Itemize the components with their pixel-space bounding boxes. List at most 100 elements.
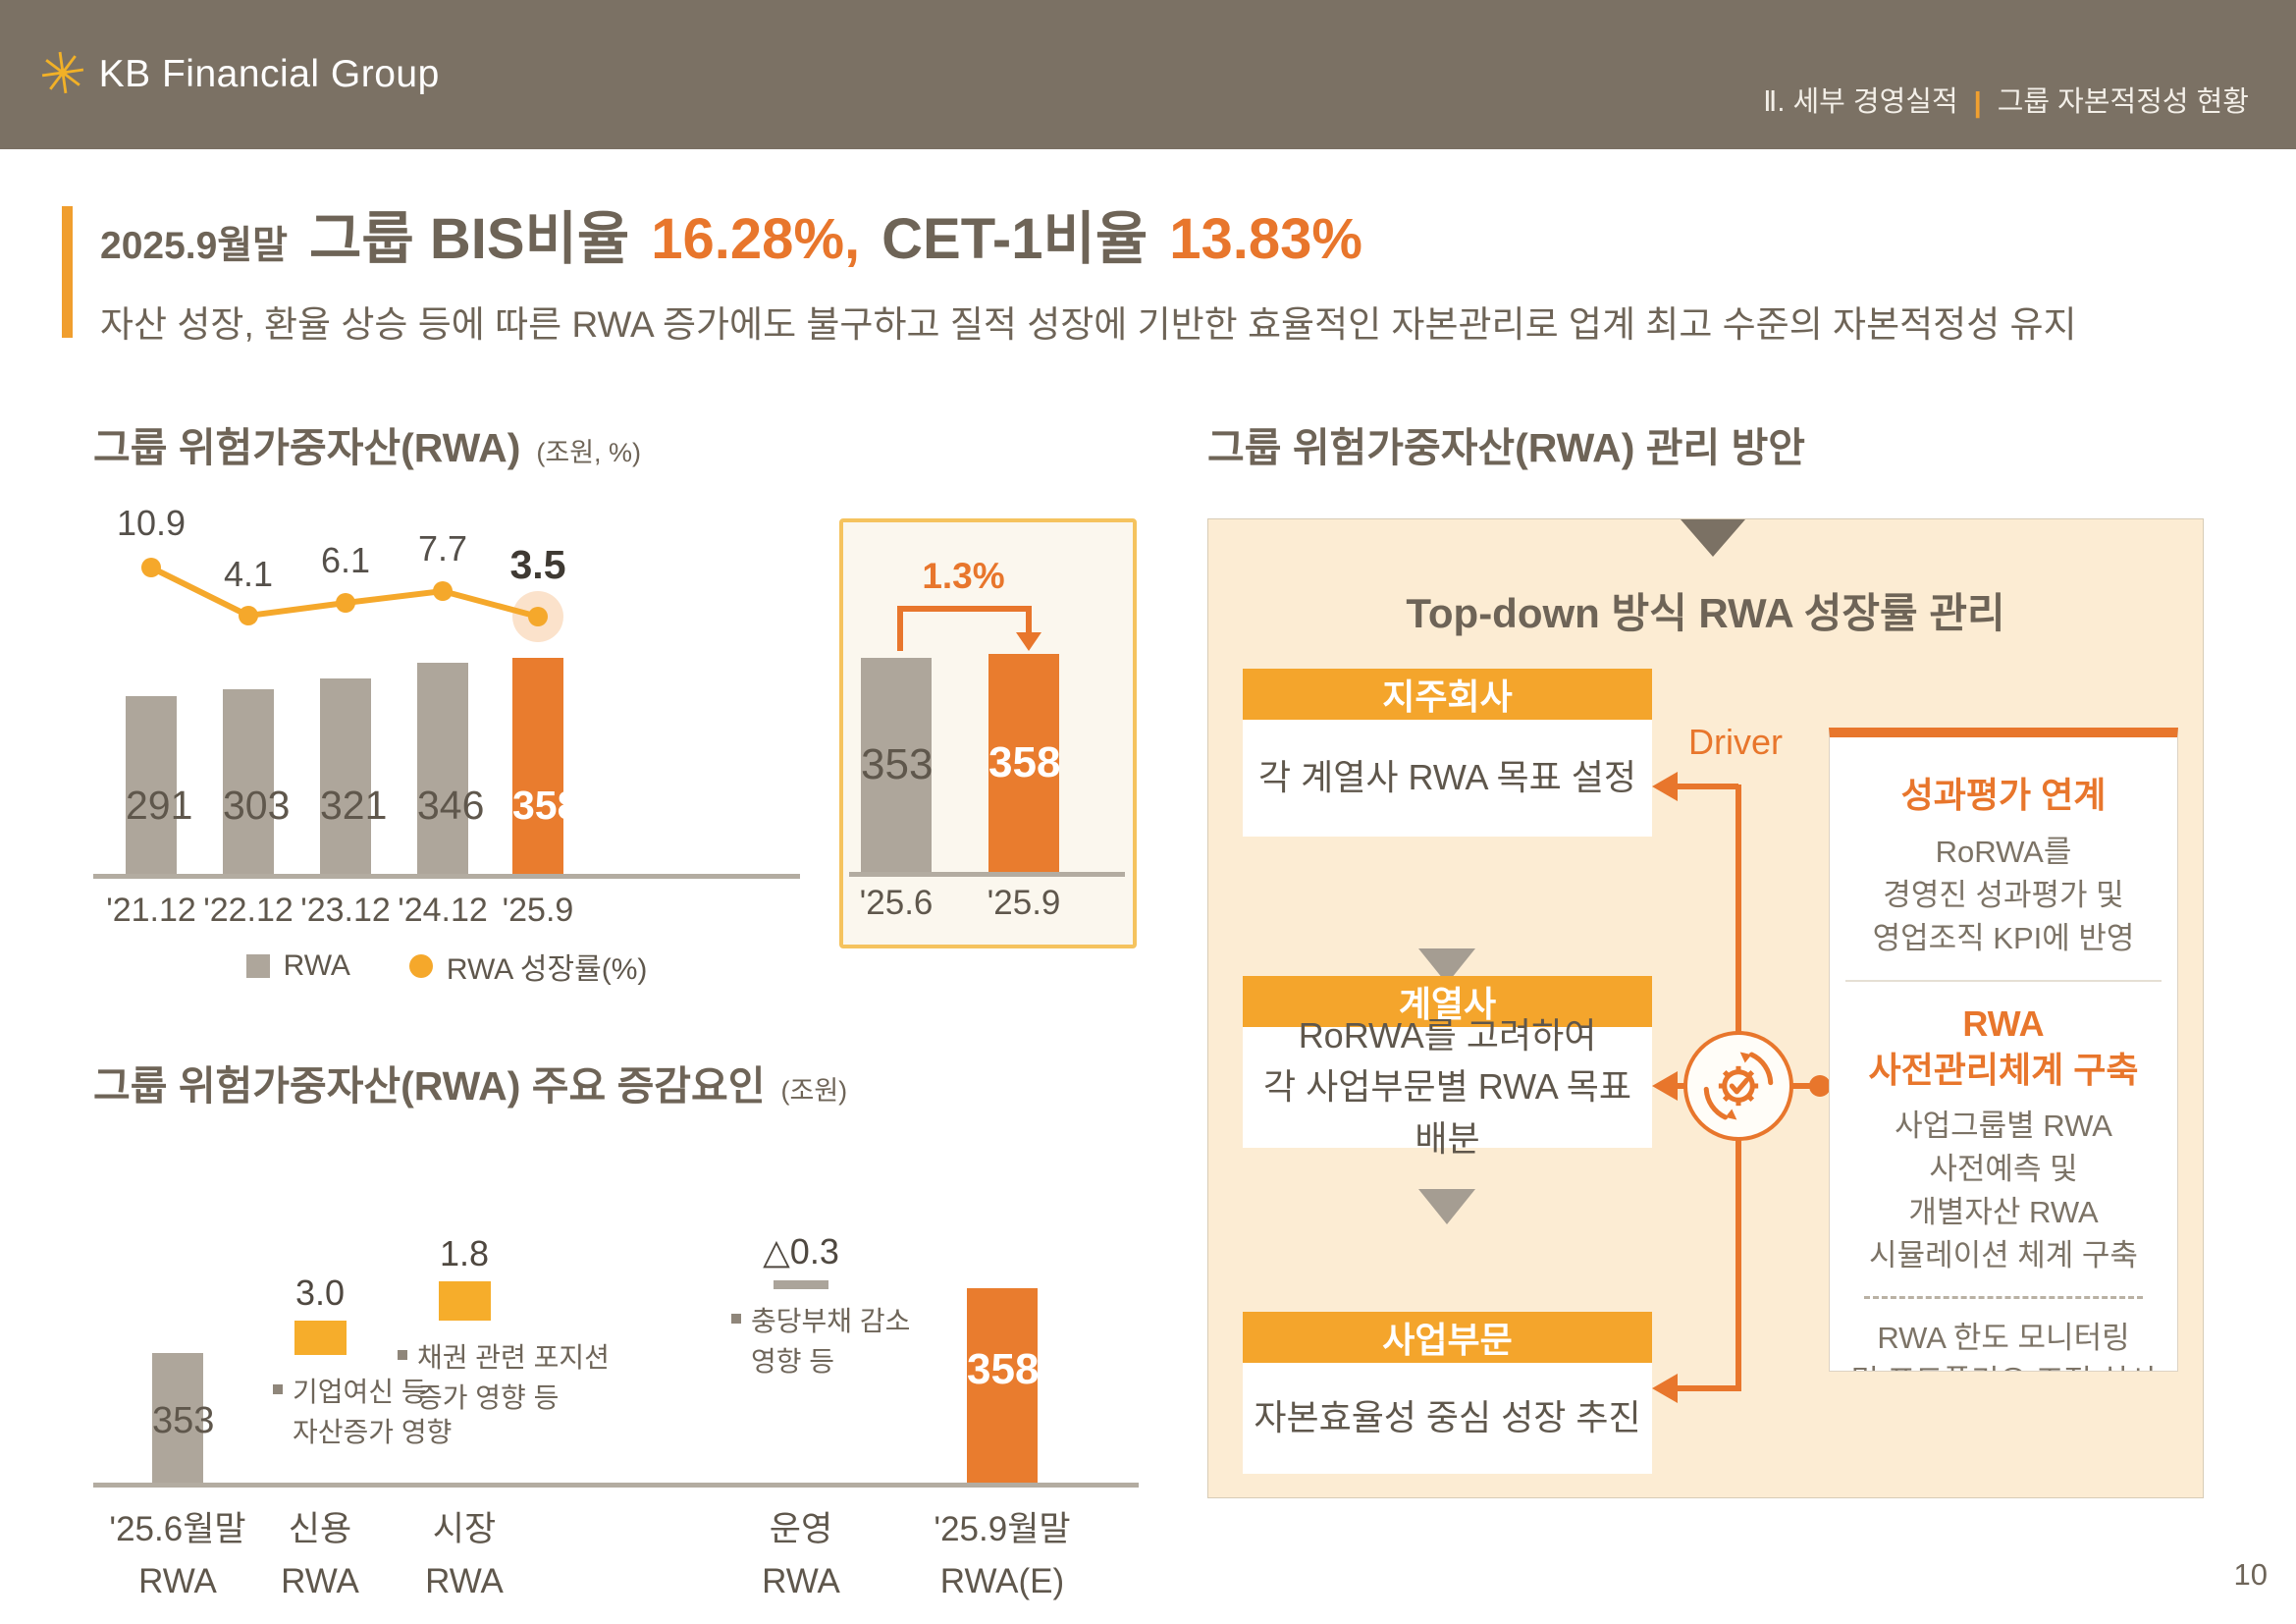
- legend-growth: RWA 성장률(%): [408, 945, 648, 988]
- headline-subtitle: 자산 성장, 환율 상승 등에 따른 RWA 증가에도 불구하고 질적 성장에 …: [100, 304, 2077, 345]
- headline-bis-value: 16.28%,: [651, 207, 861, 271]
- flow-box-header: 계열사: [1243, 976, 1652, 1027]
- x-tick: '25.9: [987, 884, 1061, 922]
- kb-logo: ✳ KB Financial Group: [35, 0, 440, 149]
- factors-section-unit: (조원): [780, 1076, 848, 1106]
- headline-date: 2025.9월말: [100, 225, 289, 267]
- wf-category: 신용 RWA: [281, 1510, 359, 1600]
- wf-value: 353: [152, 1400, 215, 1441]
- bullet-icon: [398, 1350, 407, 1360]
- growth-label-2312: 6.1: [320, 540, 371, 580]
- delta-arrow-head: [1016, 632, 1041, 651]
- breadcrumb-divider: |: [1973, 87, 1982, 119]
- chart-legend: RWA RWA 성장률(%): [93, 945, 800, 988]
- legend-rwa-label: RWA: [283, 949, 350, 982]
- rwa-factors-waterfall-chart: 353 3.0 1.8 △0.3 358 기업여신 등 자산증가 영향 채권 관…: [93, 1159, 1139, 1620]
- growth-label-2212: 4.1: [223, 554, 274, 594]
- x-tick: '25.9: [502, 892, 574, 929]
- driver-line-top: [1676, 784, 1738, 789]
- qoq-bar-value: 353: [861, 740, 934, 788]
- management-section-title: 그룹 위험가중자산(RWA) 관리 방안: [1207, 425, 1806, 470]
- rwa-section-title-row: 그룹 위험가중자산(RWA) (조원, %): [93, 414, 641, 473]
- pre-management-title: RWA 사전관리체계 구축: [1868, 1002, 2139, 1090]
- performance-link-body: RoRWA를 경영진 성과평가 및 영업조직 KPI에 반영: [1872, 834, 2135, 955]
- growth-label-259: 3.5: [509, 542, 566, 587]
- dashed-divider: [1864, 1295, 2143, 1299]
- top-header-bar: ✳ KB Financial Group Ⅱ. 세부 경영실적 | 그룹 자본적…: [0, 0, 2296, 149]
- headline-accent-bar: [62, 206, 73, 338]
- driver-label: Driver: [1688, 722, 1783, 762]
- rwa-combo-chart: 291 303 321 346 358 10.9 4.1 6.1 7.7 3.5…: [93, 503, 800, 986]
- connector-dot: [1809, 1075, 1831, 1097]
- wf-value: △0.3: [763, 1231, 839, 1272]
- wf-value: 3.0: [294, 1272, 346, 1313]
- breadcrumb: Ⅱ. 세부 경영실적 | 그룹 자본적정성 현황: [1763, 0, 2249, 149]
- x-tick: '25.6: [859, 884, 934, 922]
- wf-category: 운영 RWA: [762, 1510, 840, 1600]
- qoq-delta-label: 1.3%: [922, 556, 1005, 596]
- bullet-icon: [731, 1314, 741, 1324]
- arrow-left-icon: [1652, 1071, 1678, 1101]
- flow-box-body: RoRWA를 고려하여 각 사업부문별 RWA 목표 배분: [1243, 1015, 1652, 1159]
- driver-line-bottom: [1676, 1385, 1738, 1391]
- wf-note-market: 채권 관련 포지션 증가 영향 등: [398, 1338, 643, 1418]
- rwa-growth-line: [141, 558, 563, 642]
- panel-pointer-icon: [1681, 519, 1745, 557]
- headline-seg2: CET-1비율: [881, 207, 1148, 271]
- wf-note-text: 채권 관련 포지션 증가 영향 등: [417, 1342, 610, 1413]
- wf-bar-start: 353: [152, 1353, 215, 1483]
- factors-section-title-row: 그룹 위험가중자산(RWA) 주요 증감요인 (조원): [93, 1053, 847, 1111]
- kb-logo-text: KB Financial Group: [98, 53, 440, 95]
- driver-line-mid: [1676, 1083, 1687, 1089]
- wf-bar-end: 358: [967, 1288, 1039, 1483]
- breadcrumb-section: Ⅱ. 세부 경영실적: [1763, 86, 1958, 118]
- rwa-bar-259: 358: [512, 658, 579, 876]
- x-axis: [93, 874, 800, 879]
- delta-bracket-stub: [897, 606, 903, 651]
- wf-bar-market: [439, 1281, 491, 1321]
- flow-box-body: 각 계열사 RWA 목표 설정: [1243, 720, 1652, 837]
- delta-bracket: [897, 606, 1032, 612]
- flow-box-header: 사업부문: [1243, 1312, 1652, 1363]
- legend-growth-label: RWA 성장률(%): [446, 953, 648, 986]
- legend-line-dot: [408, 954, 433, 978]
- headline-seg1: 그룹 BIS비율: [309, 207, 630, 271]
- page-number: 10: [2233, 1557, 2268, 1592]
- factors-section-title: 그룹 위험가중자산(RWA) 주요 증감요인: [93, 1063, 766, 1109]
- growth-label-2112: 10.9: [116, 503, 187, 543]
- divider: [1845, 979, 2162, 982]
- wf-bar-credit: [294, 1321, 347, 1355]
- wf-category: '25.6월말 RWA: [109, 1510, 246, 1600]
- rwa-qoq-inset-chart: 1.3% 353 358 '25.6 '25.9: [839, 518, 1137, 948]
- wf-category: 시장 RWA: [425, 1510, 504, 1600]
- rwa-section-title: 그룹 위험가중자산(RWA): [93, 425, 521, 470]
- qoq-bar-value: 358: [988, 738, 1061, 786]
- x-tick: '23.12: [300, 892, 391, 929]
- x-tick: '21.12: [106, 892, 196, 929]
- rwa-framework-box: 성과평가 연계 RoRWA를 경영진 성과평가 및 영업조직 KPI에 반영 R…: [1829, 728, 2178, 1372]
- headline-cet1-value: 13.83%: [1169, 207, 1362, 271]
- x-axis: [93, 1483, 1139, 1488]
- gear-cycle-icon: [1683, 1031, 1793, 1141]
- growth-label-2412: 7.7: [417, 528, 468, 568]
- qoq-bar-256: 353: [861, 658, 934, 872]
- management-section-title-row: 그룹 위험가중자산(RWA) 관리 방안: [1207, 414, 1805, 473]
- arrow-left-icon: [1652, 1374, 1678, 1403]
- wf-note-text: 기업여신 등 자산증가 영향: [293, 1377, 453, 1447]
- flow-box-holding: 지주회사 각 계열사 RWA 목표 설정: [1243, 669, 1652, 837]
- qoq-bar-259: 358: [988, 654, 1061, 872]
- panel-title: Top-down 방식 RWA 성장률 관리: [1406, 590, 2005, 636]
- gear-icon: [1703, 1052, 1774, 1120]
- rwa-section-unit: (조원, %): [536, 438, 642, 467]
- wf-category: '25.9월말 RWA(E): [934, 1510, 1071, 1600]
- monitoring-body: RWA 한도 모니터링 및 포트폴리오 조정 실시: [1850, 1320, 2156, 1372]
- pre-management-body: 사업그룹별 RWA 사전예측 및 개별자산 RWA 시뮬레이션 체계 구축: [1869, 1109, 2138, 1273]
- rwa-management-panel: Top-down 방식 RWA 성장률 관리 지주회사 각 계열사 RWA 목표…: [1207, 518, 2204, 1498]
- page-title: 2025.9월말 그룹 BIS비율 16.28%, CET-1비율 13.83%: [100, 192, 2211, 275]
- wf-value: 1.8: [439, 1233, 490, 1273]
- legend-bar-swatch: [245, 954, 270, 978]
- flow-box-body: 자본효율성 중심 성장 추진: [1243, 1363, 1652, 1474]
- wf-bar-operational: [774, 1280, 828, 1289]
- breadcrumb-page: 그룹 자본적정성 현황: [1997, 86, 2249, 118]
- x-tick: '24.12: [398, 892, 488, 929]
